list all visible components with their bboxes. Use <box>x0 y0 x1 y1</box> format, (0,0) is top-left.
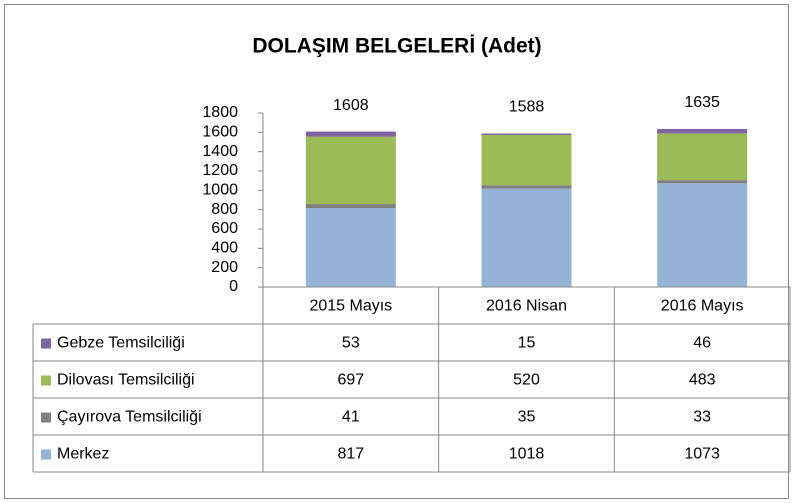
legend-key <box>41 338 51 349</box>
bar-segment <box>481 133 572 135</box>
table-value: 817 <box>337 446 364 463</box>
bar-segment <box>657 180 748 184</box>
total-label: 1608 <box>333 97 369 114</box>
y-tick-label: 0 <box>229 278 238 295</box>
table-value: 1018 <box>509 446 545 463</box>
y-tick-label: 1800 <box>202 104 238 121</box>
legend-label: Çayırova Temsilciliği <box>57 409 202 426</box>
legend-label: Gebze Temsilciliği <box>57 335 185 352</box>
y-tick-label: 1000 <box>202 182 238 199</box>
chart-title: DOLAŞIM BELGELERİ (Adet) <box>252 35 541 58</box>
bar-segment <box>481 185 572 189</box>
y-tick-label: 1400 <box>202 143 238 160</box>
y-tick-label: 1200 <box>202 162 238 179</box>
table-value: 46 <box>693 335 711 352</box>
total-label: 1635 <box>684 94 720 111</box>
bar-segment <box>305 136 396 205</box>
legend-key <box>41 375 51 386</box>
bar-segment <box>657 133 748 181</box>
legend-label: Dilovası Temsilciliği <box>57 372 195 389</box>
y-tick-label: 200 <box>211 259 238 276</box>
bar-segment <box>305 204 396 209</box>
y-tick-label: 800 <box>211 201 238 218</box>
legend-key <box>41 449 51 460</box>
table-value: 15 <box>518 335 536 352</box>
table-value: 697 <box>337 372 364 389</box>
bar-segment <box>305 208 396 287</box>
x-tick-label: 2016 Nisan <box>486 298 567 315</box>
table-value: 33 <box>693 409 711 426</box>
legend-key <box>41 412 51 423</box>
legend-label: Merkez <box>57 446 109 463</box>
table-value: 41 <box>342 409 360 426</box>
y-tick-label: 1600 <box>202 124 238 141</box>
table-value: 520 <box>513 372 540 389</box>
y-tick-label: 400 <box>211 240 238 257</box>
table-value: 1073 <box>684 446 720 463</box>
x-tick-label: 2016 Mayıs <box>661 298 744 315</box>
table-value: 53 <box>342 335 360 352</box>
total-label: 1588 <box>509 99 545 116</box>
bar-segment <box>657 128 748 134</box>
bar-segment <box>481 188 572 287</box>
y-tick-label: 600 <box>211 220 238 237</box>
bar-segment <box>481 134 572 186</box>
bar-segment <box>657 183 748 287</box>
x-tick-label: 2015 Mayıs <box>309 298 392 315</box>
bar-segment <box>305 131 396 137</box>
table-value: 483 <box>689 372 716 389</box>
table-value: 35 <box>518 409 536 426</box>
